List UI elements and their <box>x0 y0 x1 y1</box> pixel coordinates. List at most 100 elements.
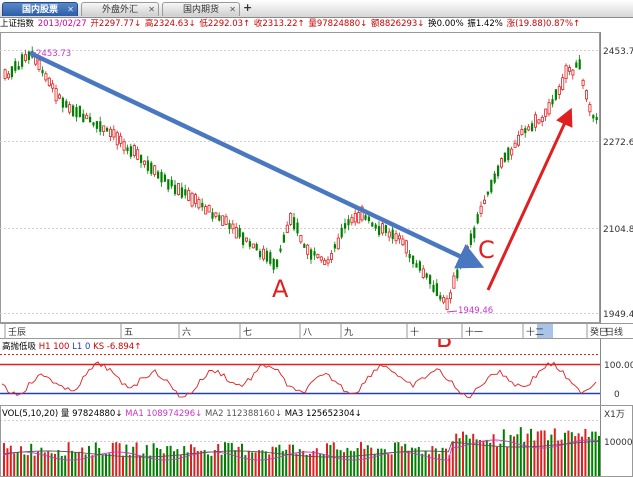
volume-bar <box>322 454 325 476</box>
candle-body <box>92 122 95 126</box>
volume-bar <box>509 434 512 476</box>
volume-bar <box>183 446 186 476</box>
candle-body <box>571 69 575 76</box>
candle-body <box>408 254 411 259</box>
volume-bar <box>122 455 124 476</box>
add-tab-button[interactable]: + <box>243 1 253 14</box>
candle-body <box>507 147 510 161</box>
tab-domestic-futures[interactable]: 国内期货 ✕ <box>162 2 240 16</box>
candle-body <box>452 275 456 289</box>
volume-bar <box>200 450 203 476</box>
volume-bar <box>166 446 169 476</box>
volume-bar <box>387 453 390 476</box>
volume-bar <box>196 450 199 476</box>
candle-body <box>282 234 285 243</box>
volume-bar <box>526 433 529 476</box>
low-marker-label: 1949.46 <box>458 306 493 316</box>
volume-bar <box>241 443 243 476</box>
volume-bar <box>156 447 158 476</box>
candle-body <box>170 179 173 187</box>
volume-bar <box>288 444 291 476</box>
candle-body <box>248 241 251 247</box>
candle-body <box>306 244 310 255</box>
candle-body <box>58 94 62 99</box>
price-axis-label: 1949.46 <box>603 310 633 320</box>
candle-body <box>551 99 554 105</box>
candle-body <box>578 59 581 70</box>
candle-body <box>296 222 299 234</box>
volume-bar <box>383 449 386 476</box>
volume-bar <box>6 448 9 476</box>
candle-body <box>353 212 357 223</box>
candle-body <box>561 77 565 90</box>
volume-bar <box>13 453 16 476</box>
time-axis-label: 十二 <box>526 326 544 338</box>
volume-bar <box>421 453 424 476</box>
candle-body <box>150 162 153 174</box>
volume-bar <box>543 430 546 476</box>
volume-bar <box>462 431 464 476</box>
volume-bar <box>135 442 138 476</box>
volume-bar <box>557 440 560 476</box>
close-icon[interactable]: ✕ <box>148 5 155 14</box>
volume-bar <box>349 450 352 476</box>
time-axis-label: 七 <box>243 327 252 338</box>
candle-body <box>585 90 589 100</box>
candle-body <box>218 215 221 221</box>
quote-amount: 额8826293↓ <box>370 19 425 29</box>
candle-body <box>160 171 163 183</box>
candle-body <box>326 259 330 264</box>
kd-indicator-name[interactable]: 高抛低吸 <box>2 342 37 352</box>
volume-bar <box>67 442 70 476</box>
candle-body <box>313 251 316 256</box>
time-axis: 壬辰 五 六 七 八 九 十 十一 十二 癸巳 <box>4 324 608 338</box>
volume-bar <box>309 453 311 476</box>
candle-body <box>310 249 313 260</box>
volume-bar <box>485 439 488 476</box>
candle-body <box>259 251 262 258</box>
volume-indicator-name[interactable]: VOL(5,10,20) <box>2 409 59 419</box>
downtrend-arrow <box>29 50 485 269</box>
volume-bar <box>489 442 492 476</box>
candle-body <box>401 238 405 246</box>
period-unit[interactable]: 日线 <box>605 326 623 338</box>
candle-body <box>367 216 370 222</box>
candle-body <box>37 59 41 70</box>
close-icon[interactable]: ✕ <box>67 5 74 14</box>
quote-high: 高2324.63↓ <box>144 19 196 29</box>
volume-bar <box>390 454 393 476</box>
volume-bar <box>71 450 73 476</box>
candle-body <box>187 189 191 201</box>
volume-bar <box>380 448 383 476</box>
volume-bar <box>224 442 226 476</box>
volume-indicator-header: VOL(5,10,20) 量 97824880↓ MA1 108974296↓ … <box>2 407 362 419</box>
candle-body <box>17 66 20 70</box>
volume-bar <box>142 453 145 476</box>
volume-bar <box>50 453 53 476</box>
time-axis-label: 十 <box>410 326 419 338</box>
candle-body <box>65 100 68 108</box>
volume-bar <box>237 446 240 476</box>
candle-body <box>23 54 27 61</box>
volume-bar <box>445 448 447 476</box>
quote-amplitude: 振1.42% <box>467 19 503 29</box>
volume-bar <box>404 443 407 476</box>
candle-body <box>544 108 548 117</box>
candle-body <box>193 194 197 204</box>
volume-bar <box>496 446 498 476</box>
volume-bar <box>54 453 56 476</box>
quote-info-bar: 上证指数 2013/02/27 开2297.77↓ 高2324.63↓ 低229… <box>0 18 633 31</box>
tab-domestic-stocks[interactable]: 国内股票 ✕ <box>2 2 78 16</box>
tab-foreign-forex[interactable]: 外盘外汇 ✕ <box>81 2 159 16</box>
quote-volume: 量97824880↓ <box>308 19 368 29</box>
candle-body <box>473 227 476 239</box>
candle-body <box>371 222 374 227</box>
volume-bar <box>468 438 471 476</box>
candle-body <box>82 113 85 123</box>
candle-body <box>163 174 166 182</box>
candle-body <box>421 268 425 278</box>
volume-bar <box>598 436 600 476</box>
candle-body <box>68 104 72 113</box>
close-icon[interactable]: ✕ <box>229 5 236 14</box>
